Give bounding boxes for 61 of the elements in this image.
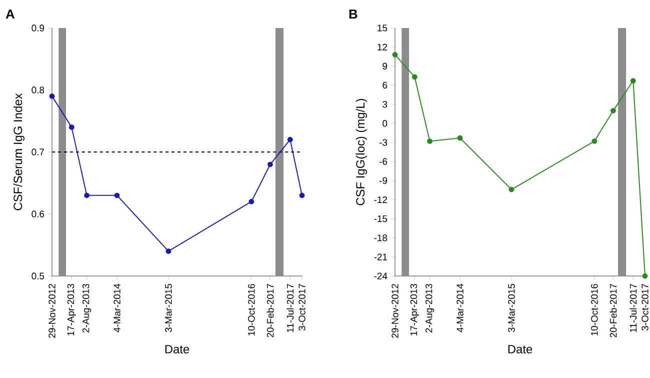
y-tick-label: -6 (379, 158, 388, 165)
y-tick-label: -18 (374, 234, 388, 242)
y-tick-label: 9 (382, 62, 388, 70)
x-tick-label: 3-Oct-2017 (642, 284, 648, 331)
x-tick-label: 29-Nov-2012 (392, 284, 398, 338)
point (49, 94, 55, 99)
x-tick-label: 10-Oct-2016 (248, 284, 255, 336)
y-axis-title: CSF/Serum IgG Index (13, 93, 24, 210)
x-tick-label: 4-Mar-2014 (456, 284, 464, 332)
y-tick-label: 6 (382, 82, 388, 89)
chart-title: B (349, 10, 358, 18)
y-tick-label: 3 (382, 100, 388, 108)
y-tick-label: 0.5 (32, 272, 44, 280)
x-tick-label: 3-Mar-2015 (165, 284, 172, 332)
y-tick-label: 0.6 (32, 210, 44, 218)
x-axis-title: Date (508, 345, 532, 354)
point (610, 108, 616, 114)
point (642, 273, 648, 279)
y-tick-label: 0.8 (32, 86, 44, 94)
x-tick-label: 17-Apr-2013 (67, 284, 76, 336)
x-axis-title: Date (165, 345, 190, 354)
point (508, 186, 514, 192)
point (166, 248, 172, 254)
y-tick-label: 0 (382, 120, 388, 127)
y-tick-label: -12 (374, 196, 388, 203)
x-tick-label: 3-Oct-2017 (298, 284, 306, 331)
point (287, 136, 293, 142)
y-axis-title: CSF IgG(loc) (mg/L) (356, 98, 367, 206)
x-tick-label: 29-Nov-2012 (48, 284, 56, 338)
point (268, 162, 273, 168)
x-tick-label: 20-Feb-2017 (610, 284, 617, 338)
point (248, 198, 254, 204)
x-tick-label: 3-Mar-2015 (508, 284, 515, 332)
y-tick-label: 0.7 (32, 148, 44, 156)
x-tick-label: 11-Jul-2017 (286, 284, 294, 332)
y-tick-label: -9 (379, 177, 388, 184)
y-tick-label: 15 (378, 24, 388, 32)
y-tick-label: 12 (378, 44, 388, 50)
point (412, 74, 418, 80)
chart-title: A (6, 10, 15, 19)
point (630, 78, 636, 84)
point (592, 138, 598, 144)
point (427, 138, 432, 144)
x-tick-label: 10-Oct-2016 (591, 284, 598, 336)
x-tick-label: 4-Mar-2014 (114, 284, 120, 332)
point (392, 52, 398, 58)
point (457, 135, 463, 141)
point (68, 124, 74, 130)
y-tick-label: -21 (374, 254, 388, 260)
y-tick-label: -24 (374, 272, 388, 280)
point (84, 192, 90, 198)
y-tick-label: -15 (374, 215, 388, 222)
point (114, 192, 120, 198)
y-tick-label: 0.9 (32, 24, 44, 32)
x-tick-label: 11-Jul-2017 (630, 284, 637, 332)
x-tick-label: 17-Apr-2013 (410, 284, 419, 336)
y-tick-label: -3 (379, 139, 388, 146)
x-tick-label: 20-Feb-2017 (266, 284, 274, 338)
point (299, 192, 305, 198)
x-tick-label: 2-Aug-2013 (82, 284, 92, 333)
x-tick-label: 2-Aug-2013 (425, 284, 434, 333)
